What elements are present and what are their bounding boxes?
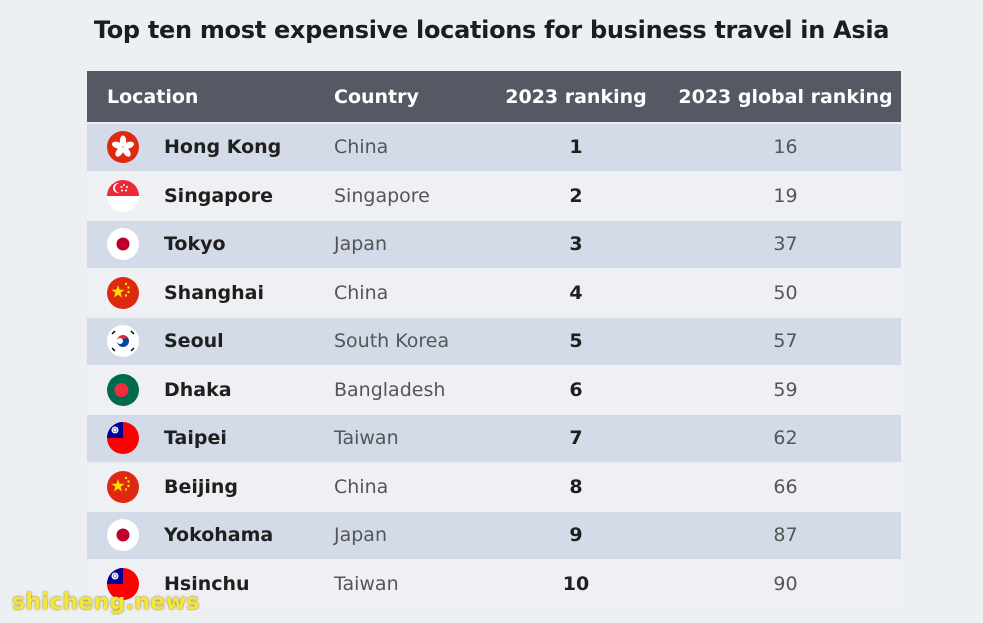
taiwan-flag-icon (107, 422, 139, 455)
asia-rank: 2 (569, 184, 583, 207)
asia-rank: 8 (569, 475, 583, 498)
table-row: Taipei Taiwan 7 62 (87, 415, 901, 462)
asia-rank: 6 (569, 378, 583, 401)
country-name: China (334, 136, 389, 159)
bangladesh-flag-icon (107, 373, 139, 406)
hong-kong-flag-icon (107, 131, 139, 164)
japan-flag-icon (107, 519, 139, 552)
table-row: Beijing China 8 66 (87, 463, 901, 510)
china-flag-icon (107, 470, 139, 503)
country-name: Japan (334, 524, 387, 547)
header-ranking: 2023 ranking (505, 85, 647, 108)
city-name: Hsinchu (164, 572, 250, 595)
asia-rank: 4 (569, 281, 583, 304)
table-header: Location Country 2023 ranking 2023 globa… (87, 71, 901, 122)
watermark: shicheng.news (12, 590, 200, 615)
city-name: Beijing (164, 475, 239, 498)
country-name: Singapore (334, 184, 430, 207)
global-rank: 19 (773, 184, 798, 207)
country-name: Bangladesh (334, 378, 446, 401)
city-name: Shanghai (164, 281, 265, 304)
asia-rank: 7 (569, 427, 583, 450)
table-title: Top ten most expensive locations for bus… (93, 16, 890, 44)
south-korea-flag-icon (107, 325, 139, 358)
city-name: Tokyo (164, 233, 226, 256)
city-name: Yokohama (164, 524, 274, 547)
table-row: Singapore Singapore 2 19 (87, 172, 901, 219)
global-rank: 50 (773, 281, 798, 304)
global-rank: 16 (773, 136, 798, 159)
table-row: Dhaka Bangladesh 6 59 (87, 366, 901, 413)
table-row: Shanghai China 4 50 (87, 269, 901, 316)
ranking-table: Location Country 2023 ranking 2023 globa… (87, 71, 901, 607)
global-rank: 87 (773, 524, 798, 547)
city-name: Seoul (164, 330, 224, 353)
asia-rank: 9 (569, 524, 583, 547)
singapore-flag-icon (107, 179, 139, 212)
country-name: China (334, 281, 389, 304)
header-location: Location (107, 85, 199, 108)
country-name: Taiwan (334, 427, 399, 450)
city-name: Dhaka (164, 378, 232, 401)
city-name: Singapore (164, 184, 274, 207)
global-rank: 59 (773, 378, 798, 401)
global-rank: 66 (773, 475, 798, 498)
asia-rank: 1 (569, 136, 583, 159)
global-rank: 57 (773, 330, 798, 353)
country-name: South Korea (334, 330, 450, 353)
table-row: Seoul South Korea 5 57 (87, 318, 901, 365)
header-global-ranking: 2023 global ranking (678, 85, 893, 108)
japan-flag-icon (107, 228, 139, 261)
asia-rank: 10 (562, 572, 590, 595)
global-rank: 62 (773, 427, 798, 450)
table-row: Tokyo Japan 3 37 (87, 221, 901, 268)
city-name: Taipei (164, 427, 227, 450)
asia-rank: 5 (569, 330, 583, 353)
taiwan-flag-icon (107, 567, 139, 600)
table-row: Hsinchu Taiwan 10 90 (87, 560, 901, 607)
global-rank: 90 (773, 572, 798, 595)
china-flag-icon (107, 276, 139, 309)
global-rank: 37 (773, 233, 798, 256)
country-name: Taiwan (334, 572, 399, 595)
asia-rank: 3 (569, 233, 583, 256)
table-row: Hong Kong China 1 16 (87, 124, 901, 171)
country-name: China (334, 475, 389, 498)
header-country: Country (334, 85, 419, 108)
table-row: Yokohama Japan 9 87 (87, 512, 901, 559)
city-name: Hong Kong (164, 136, 282, 159)
country-name: Japan (334, 233, 387, 256)
